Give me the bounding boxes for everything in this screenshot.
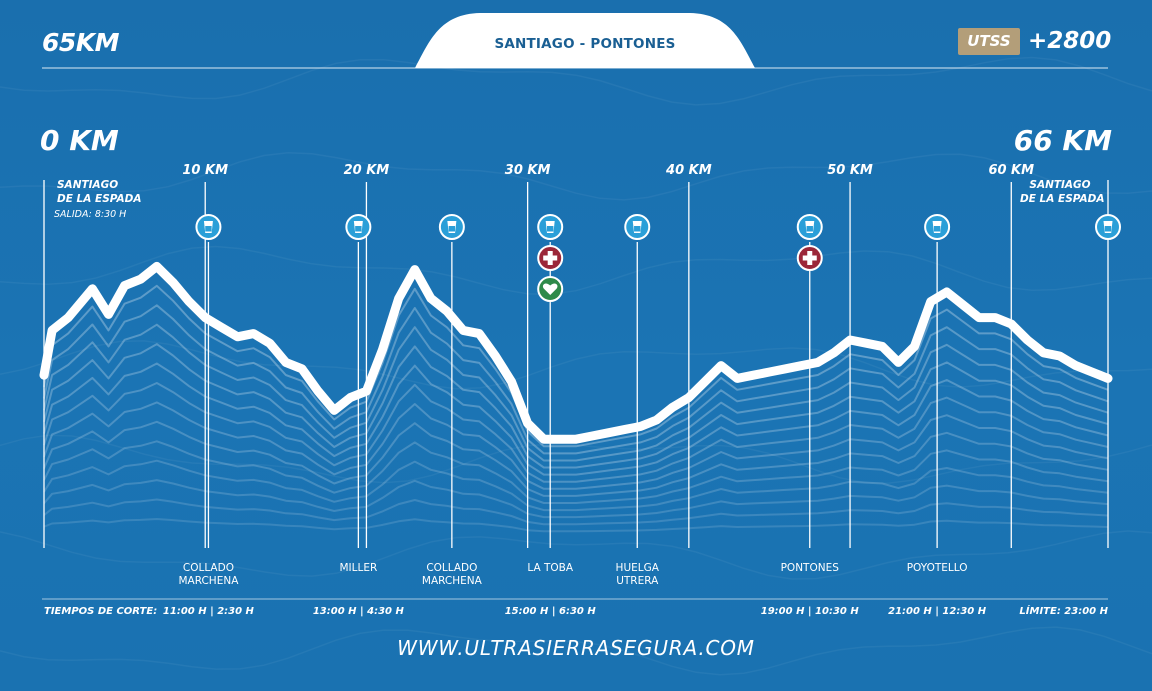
finish-name-line-2: DE LA ESPADA (1020, 193, 1105, 205)
start-time: SALIDA: 8:30 H (54, 209, 127, 220)
location-label: POYOTELLO (907, 562, 968, 575)
medical-station-icon (796, 245, 823, 271)
location-label: HUELGA UTRERA (616, 562, 659, 588)
website-url[interactable]: WWW.ULTRASIERRASEGURA.COM (397, 636, 755, 660)
location-name-line: HUELGA (615, 562, 659, 574)
terrain-ridge (43, 323, 1109, 462)
water-station-icon (624, 214, 651, 240)
start-name-line-1: SANTIAGO (57, 179, 119, 191)
route-title: SANTIAGO - PONTONES (494, 36, 676, 52)
terrain-ridge (43, 401, 1109, 490)
elevation-profile-line (39, 261, 1113, 444)
location-name-line: POYOTELLO (906, 562, 968, 574)
terrain-ridge (43, 304, 1109, 455)
location-label: COLLADO MARCHENA (178, 562, 238, 588)
terrain-ridge (43, 343, 1109, 469)
medical-station-icon (537, 245, 564, 271)
cutoff-time: 15:00 H | 6:30 H (504, 606, 596, 617)
utss-badge: UTSS (958, 28, 1020, 55)
km-tick-label: 60 KM (988, 163, 1035, 178)
terrain-ridge (43, 382, 1109, 483)
contour-line (0, 626, 1152, 676)
terrain-ridge (43, 518, 1109, 533)
race-distance: 65KM (42, 28, 120, 57)
finish-location-name: SANTIAGO DE LA ESPADA (1020, 178, 1104, 206)
health-station-icon (537, 276, 564, 302)
water-station-icon (924, 214, 951, 240)
location-label: PONTONES (781, 562, 839, 575)
start-km-label: 0 KM (40, 124, 119, 157)
terrain-ridges (43, 284, 1109, 533)
finish-name-line-1: SANTIAGO (1029, 179, 1091, 191)
contour-line (0, 245, 1152, 296)
station-icons (195, 214, 1121, 302)
km-tick-label: 10 KM (182, 163, 229, 178)
terrain-ridge (43, 498, 1109, 526)
terrain-ridge (43, 284, 1109, 448)
cutoff-time: 11:00 H | 2:30 H (162, 606, 254, 617)
route-tab (415, 13, 755, 68)
water-station-icon (438, 214, 465, 240)
location-name-line: UTRERA (616, 575, 659, 587)
location-name-line: COLLADO (182, 562, 234, 574)
water-station-icon (1095, 214, 1121, 240)
water-station-icon (195, 214, 222, 240)
terrain-ridge (43, 459, 1109, 512)
location-name-line: MILLER (339, 562, 378, 574)
water-station-icon (796, 214, 823, 240)
location-name-line: MARCHENA (421, 575, 482, 587)
location-name-line: PONTONES (780, 562, 839, 574)
contour-line (0, 434, 1152, 484)
cutoff-time: 19:00 H | 10:30 H (760, 606, 859, 617)
start-name-line-2: DE LA ESPADA (57, 193, 142, 205)
start-location-name: SANTIAGO DE LA ESPADA (57, 178, 141, 206)
location-name-line: LA TOBA (527, 562, 574, 574)
elevation-gain: +2800 (1028, 28, 1112, 54)
km-tick-label: 20 KM (343, 163, 390, 178)
km-tick-label: 40 KM (666, 163, 712, 178)
km-gridlines (43, 180, 1109, 548)
contour-line (0, 340, 1152, 390)
location-label: LA TOBA (527, 562, 573, 575)
km-tick-label: 50 KM (827, 163, 873, 178)
end-km-label: 66 KM (1013, 124, 1112, 157)
water-station-icon (537, 214, 564, 240)
terrain-ridge (43, 440, 1109, 504)
contour-line (0, 530, 1152, 580)
location-name-line: COLLADO (426, 562, 478, 574)
cutoff-time: 21:00 H | 12:30 H (888, 606, 987, 617)
location-name-line: MARCHENA (178, 575, 239, 587)
terrain-ridge (43, 479, 1109, 519)
cutoff-time: 13:00 H | 4:30 H (312, 606, 404, 617)
water-station-icon (345, 214, 372, 240)
time-limit: LÍMITE: 23:00 H (1019, 606, 1108, 617)
location-label: COLLADO MARCHENA (422, 562, 482, 588)
terrain-ridge (43, 362, 1109, 476)
km-tick-label: 30 KM (504, 163, 551, 178)
cutoff-title: TIEMPOS DE CORTE: (44, 606, 158, 617)
terrain-ridge (43, 420, 1109, 497)
location-label: MILLER (339, 562, 377, 575)
contour-background (0, 56, 1152, 676)
contour-line (0, 152, 1152, 201)
